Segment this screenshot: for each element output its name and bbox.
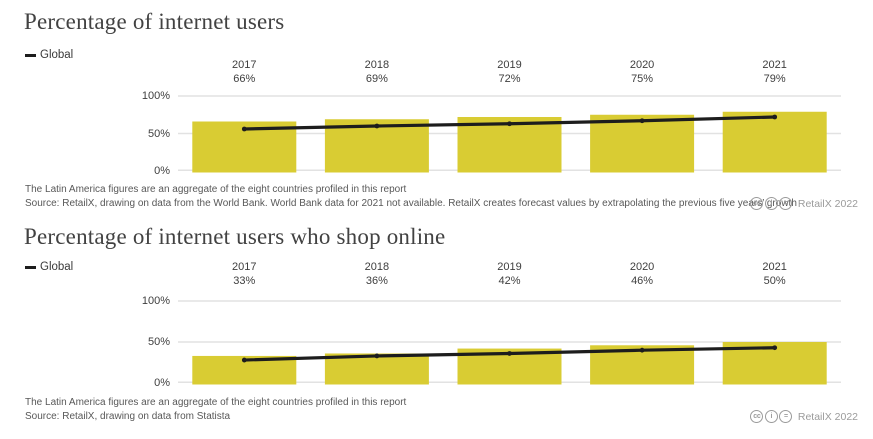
- line-point-2017: [241, 126, 247, 132]
- legend: Global: [25, 261, 73, 273]
- line-point-2017: [241, 357, 247, 363]
- line-point-2019: [507, 351, 512, 356]
- value-label: 66%: [233, 72, 256, 85]
- column-header-2020: 2020 46%: [576, 261, 709, 288]
- source-text: Source: RetailX, drawing on data from St…: [25, 410, 231, 422]
- year-label: 2019: [497, 261, 522, 273]
- line-point-2018: [374, 353, 380, 359]
- column-header-2018: 2018 36%: [311, 261, 444, 288]
- bar-2021: [722, 111, 827, 173]
- column-header-2017: 2017 66%: [178, 59, 311, 86]
- no-derivatives-icon: =: [779, 197, 793, 210]
- plot-area: [178, 300, 841, 385]
- footnotes: The Latin America figures are an aggrega…: [25, 183, 797, 210]
- no-derivatives-icon: =: [779, 410, 793, 423]
- chart-title: Percentage of internet users: [24, 9, 285, 34]
- year-label: 2021: [762, 261, 787, 273]
- y-tick-0: 0%: [154, 377, 170, 389]
- bar-2020: [590, 114, 695, 173]
- y-tick-100: 100%: [141, 295, 170, 307]
- year-label: 2018: [364, 261, 390, 273]
- chart-title: Percentage of internet users who shop on…: [24, 224, 446, 249]
- plot-area: [178, 95, 841, 173]
- chart-canvas: [178, 95, 841, 173]
- line-point-2020: [639, 118, 645, 124]
- year-label: 2018: [364, 59, 390, 71]
- line-point-2020: [639, 347, 645, 353]
- line-point-2018: [374, 123, 380, 129]
- value-label: 69%: [365, 72, 388, 85]
- line-series-marker-icon: [25, 53, 36, 57]
- legend-label: Global: [40, 261, 74, 273]
- value-label: 72%: [498, 72, 521, 85]
- column-header-2019: 2019 72%: [443, 59, 576, 86]
- year-label: 2017: [232, 59, 257, 71]
- line-point-2021: [772, 345, 778, 351]
- y-tick-50: 50%: [147, 127, 170, 140]
- chart-canvas: [178, 300, 841, 385]
- license-badge: cc i = RetailX 2022: [750, 410, 858, 423]
- bar-2018: [324, 353, 429, 385]
- value-label: 79%: [763, 72, 786, 85]
- value-label: 42%: [498, 274, 521, 287]
- column-header-2019: 2019 42%: [443, 261, 576, 288]
- column-header-2018: 2018 69%: [311, 59, 444, 86]
- value-label: 36%: [365, 274, 388, 287]
- line-series-marker-icon: [25, 265, 36, 269]
- cc-icon: cc: [750, 410, 764, 423]
- value-label: 33%: [233, 274, 256, 287]
- column-header-2020: 2020 75%: [576, 59, 709, 86]
- attribution-icon: i: [764, 410, 778, 423]
- year-label: 2020: [629, 59, 655, 71]
- year-label: 2020: [629, 261, 655, 273]
- value-label: 50%: [763, 274, 786, 287]
- attribution-label: RetailX 2022: [797, 410, 858, 423]
- footnote-text: The Latin America figures are an aggrega…: [25, 397, 407, 408]
- legend-label: Global: [40, 49, 74, 61]
- source-text: Source: RetailX, drawing on data from th…: [25, 197, 797, 209]
- footnote-text: The Latin America figures are an aggrega…: [25, 184, 407, 195]
- year-label: 2019: [497, 59, 522, 71]
- value-label: 46%: [631, 274, 654, 287]
- y-tick-0: 0%: [154, 165, 170, 177]
- year-label: 2021: [762, 59, 787, 71]
- line-point-2021: [772, 114, 778, 120]
- column-headers: 2017 33% 2018 36% 2019 42% 2020 46% 2021 50%: [178, 261, 841, 288]
- attribution-icon: i: [764, 197, 778, 210]
- legend: Global: [25, 49, 73, 61]
- bar-2019: [457, 117, 562, 173]
- column-header-2021: 2021 79%: [708, 59, 841, 86]
- y-tick-50: 50%: [147, 336, 170, 348]
- cc-icon: cc: [750, 197, 764, 210]
- column-header-2021: 2021 50%: [708, 261, 841, 288]
- y-tick-100: 100%: [141, 90, 170, 102]
- line-point-2019: [507, 121, 512, 127]
- license-badge: cc i = RetailX 2022: [750, 197, 858, 210]
- column-headers: 2017 66% 2018 69% 2019 72% 2020 75% 2021 79%: [178, 59, 841, 86]
- attribution-label: RetailX 2022: [797, 197, 858, 210]
- footnotes: The Latin America figures are an aggrega…: [25, 396, 770, 423]
- year-label: 2017: [232, 261, 257, 273]
- value-label: 75%: [631, 72, 654, 85]
- column-header-2017: 2017 33%: [178, 261, 311, 288]
